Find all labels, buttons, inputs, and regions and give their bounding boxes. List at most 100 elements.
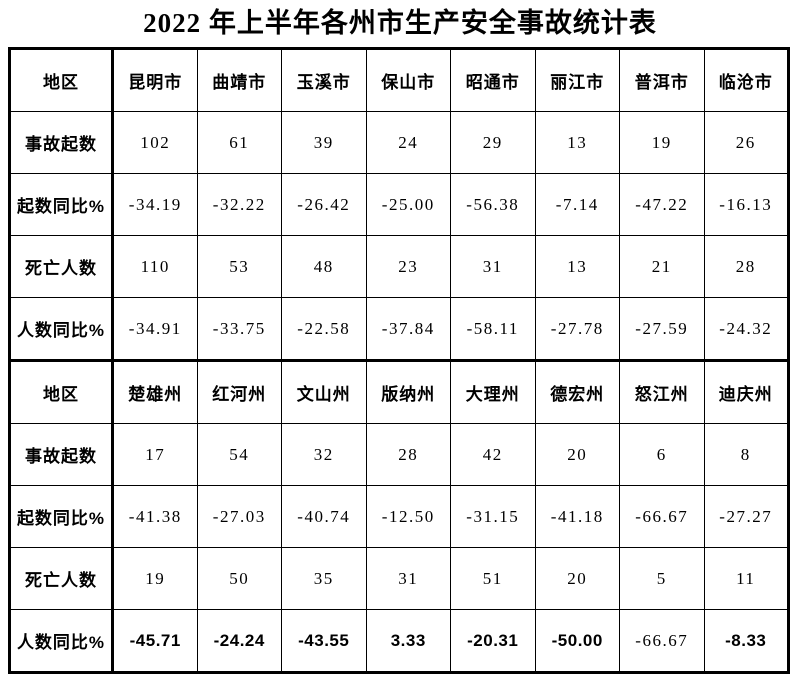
value-cell: 21 [619,235,705,298]
value-cell: -34.91 [112,297,198,361]
value-cell: 20 [534,547,620,610]
column-header: 德宏州 [534,359,620,424]
row-label: 死亡人数 [9,235,114,298]
value-cell: -25.00 [365,173,451,236]
value-cell: -24.24 [196,609,282,673]
value-cell: 3.33 [365,609,451,673]
value-cell: -27.27 [703,485,789,548]
value-cell: -47.22 [619,173,705,236]
value-cell: 110 [112,235,198,298]
value-cell: 23 [365,235,451,298]
value-cell: -45.71 [112,609,198,673]
value-cell: -66.67 [619,485,705,548]
column-header: 红河州 [196,359,282,424]
column-header: 大理州 [450,359,536,424]
value-cell: 61 [196,111,282,174]
value-cell: -16.13 [703,173,789,236]
value-cell: 17 [112,423,198,486]
table-row: 事故起数 17 54 32 28 42 20 6 8 [9,423,789,486]
row-label: 事故起数 [9,423,114,486]
value-cell: 19 [112,547,198,610]
column-header: 昆明市 [112,48,198,112]
value-cell: 31 [450,235,536,298]
value-cell: -40.74 [281,485,367,548]
value-cell: 51 [450,547,536,610]
accident-stats-table-body: 地区 昆明市 曲靖市 玉溪市 保山市 昭通市 丽江市 普洱市 临沧市 事故起数 102 61 39 24 2… [9,48,789,673]
value-cell: -27.78 [534,297,620,361]
value-cell: -27.59 [619,297,705,361]
value-cell: 13 [534,111,620,174]
value-cell: 42 [450,423,536,486]
value-cell: -24.32 [703,297,789,361]
table-row: 事故起数 102 61 39 24 29 13 19 26 [9,111,789,174]
value-cell: -56.38 [450,173,536,236]
column-header: 丽江市 [534,48,620,112]
region-header-label: 地区 [9,48,114,112]
value-cell: 19 [619,111,705,174]
value-cell: -37.84 [365,297,451,361]
value-cell: 13 [534,235,620,298]
row-label: 人数同比% [9,297,114,361]
column-header: 文山州 [281,359,367,424]
region-header-row: 地区 楚雄州 红河州 文山州 版纳州 大理州 德宏州 怒江州 迪庆州 [9,359,789,424]
value-cell: 6 [619,423,705,486]
value-cell: 28 [703,235,789,298]
table-row: 人数同比% -34.91 -33.75 -22.58 -37.84 -58.11 -27.7… [9,297,789,361]
value-cell: -8.33 [703,609,789,673]
value-cell: 32 [281,423,367,486]
table-row: 起数同比% -41.38 -27.03 -40.74 -12.50 -31.15 -41.1… [9,485,789,548]
value-cell: -12.50 [365,485,451,548]
row-label: 人数同比% [9,609,114,673]
column-header: 迪庆州 [703,359,789,424]
column-header: 怒江州 [619,359,705,424]
column-header: 临沧市 [703,48,789,112]
value-cell: 29 [450,111,536,174]
value-cell: 20 [534,423,620,486]
value-cell: -41.18 [534,485,620,548]
value-cell: 50 [196,547,282,610]
value-cell: -66.67 [619,609,705,673]
value-cell: -20.31 [450,609,536,673]
value-cell: 102 [112,111,198,174]
value-cell: -50.00 [534,609,620,673]
row-label: 事故起数 [9,111,114,174]
value-cell: -26.42 [281,173,367,236]
value-cell: 54 [196,423,282,486]
value-cell: -43.55 [281,609,367,673]
table-row: 死亡人数 19 50 35 31 51 20 5 11 [9,547,789,610]
row-label: 死亡人数 [9,547,114,610]
value-cell: 39 [281,111,367,174]
column-header: 曲靖市 [196,48,282,112]
value-cell: 31 [365,547,451,610]
value-cell: -34.19 [112,173,198,236]
region-header-row: 地区 昆明市 曲靖市 玉溪市 保山市 昭通市 丽江市 普洱市 临沧市 [9,48,789,112]
value-cell: 48 [281,235,367,298]
value-cell: 8 [703,423,789,486]
value-cell: -41.38 [112,485,198,548]
table-row: 起数同比% -34.19 -32.22 -26.42 -25.00 -56.38 -7.14… [9,173,789,236]
table-row: 死亡人数 110 53 48 23 31 13 21 28 [9,235,789,298]
value-cell: -32.22 [196,173,282,236]
value-cell: -58.11 [450,297,536,361]
accident-stats-table: 地区 昆明市 曲靖市 玉溪市 保山市 昭通市 丽江市 普洱市 临沧市 事故起数 102 61 39 24 2… [8,47,790,674]
value-cell: 5 [619,547,705,610]
value-cell: 28 [365,423,451,486]
column-header: 昭通市 [450,48,536,112]
column-header: 楚雄州 [112,359,198,424]
row-label: 起数同比% [9,485,114,548]
column-header: 保山市 [365,48,451,112]
value-cell: 35 [281,547,367,610]
region-header-label: 地区 [9,359,114,424]
value-cell: 53 [196,235,282,298]
row-label: 起数同比% [9,173,114,236]
column-header: 玉溪市 [281,48,367,112]
page-title: 2022 年上半年各州市生产安全事故统计表 [143,8,657,38]
value-cell: -31.15 [450,485,536,548]
value-cell: -22.58 [281,297,367,361]
column-header: 普洱市 [619,48,705,112]
value-cell: -27.03 [196,485,282,548]
value-cell: 26 [703,111,789,174]
value-cell: 11 [703,547,789,610]
value-cell: -33.75 [196,297,282,361]
